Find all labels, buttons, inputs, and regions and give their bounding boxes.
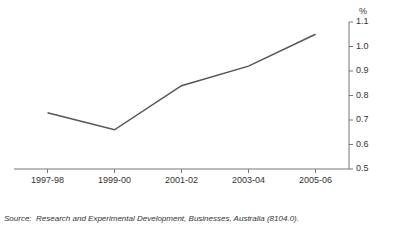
x-tick [47, 169, 48, 173]
y-tick [349, 46, 353, 47]
plot-area [48, 34, 316, 130]
chart: 0.5 0.6 0.7 0.8 0.9 1.0 1.1% 1997-98 1999-00 2001… [0, 0, 397, 227]
x-tick [114, 169, 115, 173]
y-tick-label: 0.6 [356, 139, 369, 149]
y-tick-label: 0.8 [356, 90, 369, 100]
x-tick-label: 2005-06 [299, 175, 332, 185]
x-tick-label: 1999-00 [98, 175, 131, 185]
x-tick [181, 169, 182, 173]
y-tick [349, 144, 353, 145]
y-tick-label: 0.7 [356, 114, 369, 124]
chart-container: 0.5 0.6 0.7 0.8 0.9 1.0 1.1% 1997-98 1999-00 2001… [0, 0, 397, 227]
data-line [48, 34, 316, 130]
y-tick [349, 22, 353, 23]
x-tick [315, 169, 316, 173]
x-tick-label: 2001-02 [165, 175, 198, 185]
y-tick [349, 95, 353, 96]
y-tick [349, 71, 353, 72]
x-tick-label: 1997-98 [31, 175, 64, 185]
y-tick [349, 169, 353, 170]
source-note: Source: Research and Experimental Develo… [4, 214, 299, 223]
y-tick [349, 120, 353, 121]
y-axis-label: % [359, 6, 367, 16]
y-tick-label: 0.9 [356, 65, 369, 75]
axes: 0.5 0.6 0.7 0.8 0.9 1.0 1.1% 1997-98 1999-00 2001… [14, 6, 369, 185]
x-tick-label: 2003-04 [232, 175, 265, 185]
y-tick-label: 0.5 [356, 163, 369, 173]
x-tick [248, 169, 249, 173]
y-tick-label: 1.1 [356, 16, 369, 26]
y-tick-label: 1.0 [356, 41, 369, 51]
